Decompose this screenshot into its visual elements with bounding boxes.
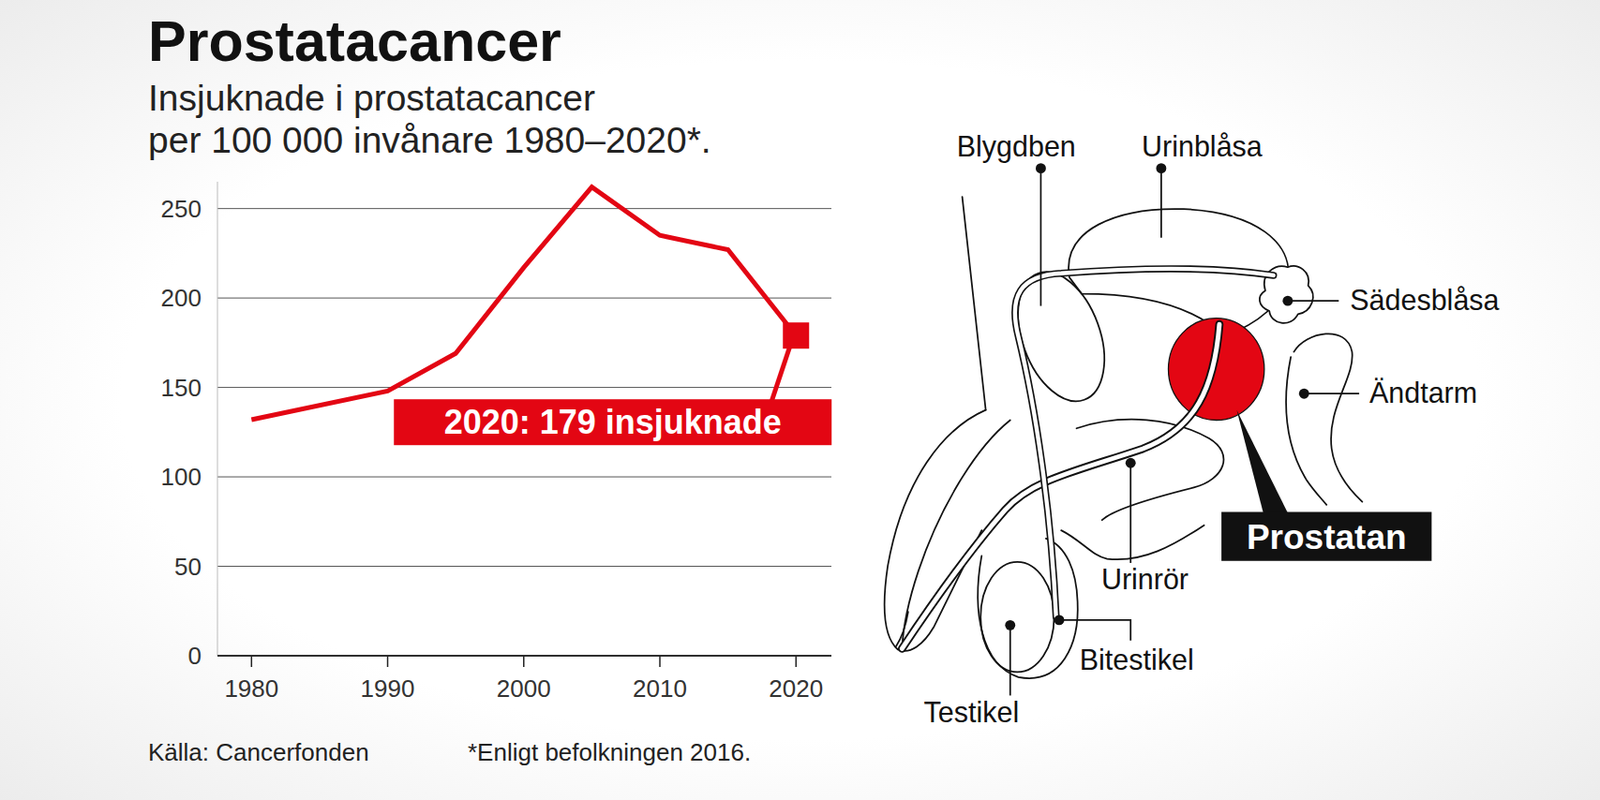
perineum <box>1076 419 1225 521</box>
grid-line <box>217 208 832 210</box>
plot-area <box>251 187 809 420</box>
leader-dot <box>1035 163 1047 174</box>
x-tick-label: 2000 <box>496 674 552 703</box>
annotation-box <box>393 399 832 446</box>
y-tick-label: 250 <box>161 194 202 224</box>
leader-line <box>1287 299 1339 302</box>
x-tick <box>387 656 389 668</box>
vas-outline <box>1015 269 1274 618</box>
leader-dot <box>1125 458 1137 469</box>
leader-dot <box>1299 388 1310 400</box>
urethra-outline <box>901 324 1220 649</box>
leader-dot <box>1155 163 1167 174</box>
x-tick <box>523 656 525 668</box>
leader-dot <box>1004 620 1016 631</box>
y-tick-label: 50 <box>174 553 202 582</box>
leader-dot <box>1282 296 1293 307</box>
diagram-label: Blygdben <box>957 130 1077 164</box>
y-tick-label: 150 <box>161 373 202 403</box>
line <box>251 187 796 420</box>
diagram-label: Testikel <box>924 696 1020 729</box>
leader-line <box>1303 392 1360 395</box>
x-tick <box>658 656 661 668</box>
leader-line <box>1040 168 1043 307</box>
footnote: *Enligt befolkningen 2016. <box>467 738 751 767</box>
diagram-label: Urinrör <box>1101 563 1189 596</box>
x-tick <box>794 656 797 668</box>
grid-line <box>217 477 832 479</box>
annotation: 2020: 179 insjuknade <box>444 403 782 442</box>
x-tick-label: 1980 <box>224 674 279 703</box>
subtitle: per 100 000 invånare 1980–2020*. <box>148 119 712 161</box>
x-tick-label: 2020 <box>768 674 823 703</box>
title: Prostatacancer <box>148 9 562 74</box>
x-tick-label: 1990 <box>360 674 416 703</box>
leader-line <box>1009 625 1012 696</box>
diagram-label: Urinblåsa <box>1141 130 1263 163</box>
page: ProstatacancerInsjuknade i prostatacance… <box>0 0 1600 800</box>
y-tick-label: 0 <box>188 642 202 671</box>
highlight-pointer <box>1236 410 1287 514</box>
diagram-label: Ändtarm <box>1369 376 1478 409</box>
annotation-connector <box>771 344 791 402</box>
x-tick-label: 2010 <box>632 674 688 703</box>
y-tick-label: 200 <box>161 284 202 313</box>
body-outline <box>962 196 987 411</box>
grid-line <box>217 566 832 568</box>
source: Källa: Cancerfonden <box>148 738 370 767</box>
highlight-box <box>1221 512 1432 562</box>
perineum-lower <box>1061 525 1204 561</box>
diagram-label: Bitestikel <box>1079 643 1195 676</box>
urethra-inner <box>901 324 1220 649</box>
highlight-label: Prostatan <box>1246 517 1407 557</box>
scrotum <box>977 538 1077 679</box>
penis <box>884 410 987 652</box>
x-tick <box>251 656 254 668</box>
grid-line <box>217 298 832 300</box>
penis-inner <box>901 420 1010 650</box>
diagram-label: Sädesblåsa <box>1349 284 1499 316</box>
leader-line <box>1129 463 1132 564</box>
leader-line <box>1059 620 1131 642</box>
y-tick-label: 100 <box>161 463 202 492</box>
vas-inner <box>1015 269 1274 618</box>
leader-line <box>1160 168 1163 239</box>
subtitle: Insjuknade i prostatacancer <box>148 77 596 119</box>
leader-dot <box>1054 614 1065 626</box>
grid-line <box>217 387 832 389</box>
marker <box>782 322 809 349</box>
rectum-inner <box>1285 357 1327 506</box>
testicle <box>980 562 1054 673</box>
anatomy: Blygdben Urinblåsa Sädesblåsa Ändtarm Urinrö… <box>884 130 1500 729</box>
y-axis-line <box>217 181 219 657</box>
